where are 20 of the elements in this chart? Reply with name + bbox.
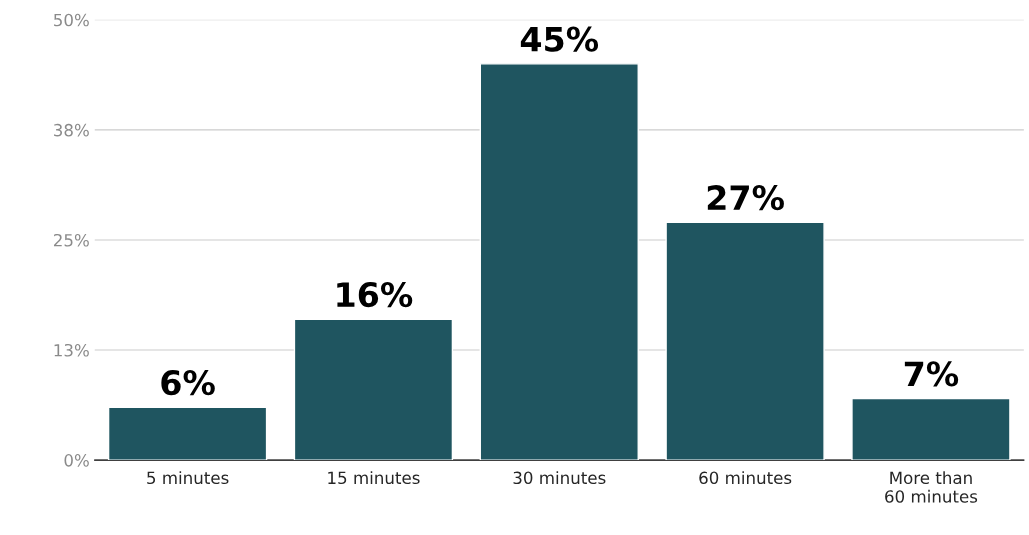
data-label: 27% (707, 185, 784, 211)
bar (479, 63, 639, 461)
x-tick-label: More than 60 minutes (885, 471, 978, 503)
data-label: 7% (904, 361, 959, 387)
data-label: 45% (520, 26, 599, 52)
x-tick-label: 15 minutes (328, 471, 420, 485)
data-label: 6% (161, 370, 215, 396)
data-label: 16% (337, 281, 413, 308)
bar (107, 406, 268, 461)
bar (851, 397, 1011, 461)
x-tick-label: 5 minutes (147, 471, 229, 485)
x-tick-label: 30 minutes (513, 471, 606, 485)
bar (665, 221, 825, 461)
y-tick-label: 0% (64, 454, 89, 467)
x-tick-label: 60 minutes (699, 471, 792, 485)
y-tick-label: 25% (53, 233, 89, 247)
y-tick-label: 50% (54, 13, 89, 27)
y-tick-label: 13% (54, 343, 89, 357)
y-tick-label: 38% (54, 123, 89, 137)
bar (293, 318, 454, 461)
